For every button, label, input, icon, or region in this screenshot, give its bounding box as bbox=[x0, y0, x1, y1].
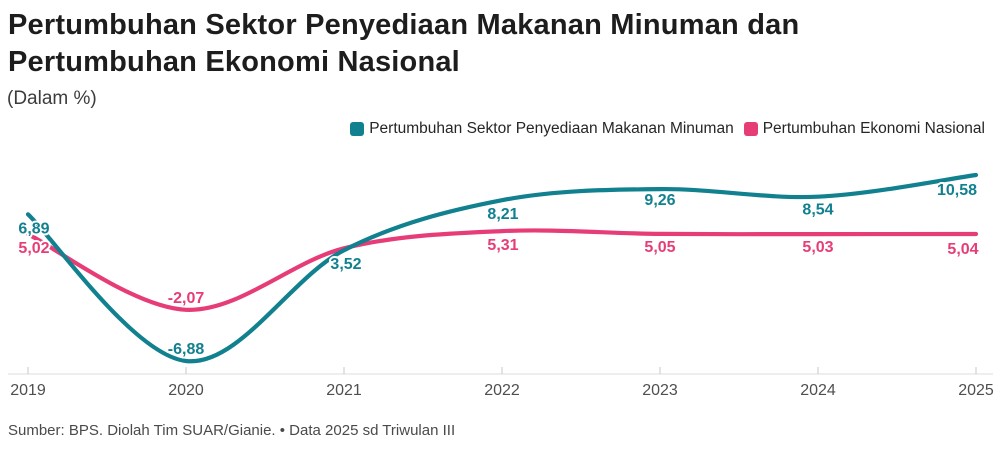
series-line-1 bbox=[25, 228, 979, 312]
legend-item-0: Pertumbuhan Sektor Penyediaan Makanan Mi… bbox=[350, 120, 734, 138]
data-label-0-2021: 3,52 bbox=[330, 256, 361, 273]
x-axis-tick-label: 2025 bbox=[958, 382, 994, 399]
legend-item-1: Pertumbuhan Ekonomi Nasional bbox=[743, 120, 985, 138]
page-subtitle: (Dalam %) bbox=[7, 88, 97, 110]
legend-swatch-icon bbox=[350, 122, 365, 137]
legend-label: Pertumbuhan Sektor Penyediaan Makanan Mi… bbox=[369, 120, 734, 138]
x-axis-tick-label: 2019 bbox=[10, 382, 46, 399]
x-axis-tick-label: 2022 bbox=[484, 382, 520, 399]
data-label-0-2023: 9,26 bbox=[644, 192, 675, 209]
data-label-1-2020: -2,07 bbox=[168, 290, 205, 307]
data-label-0-2024: 8,54 bbox=[802, 202, 833, 219]
data-label-1-2023: 5,05 bbox=[644, 239, 675, 256]
data-label-0-2022: 8,21 bbox=[487, 206, 518, 223]
data-label-1-2025: 5,04 bbox=[947, 241, 978, 258]
x-axis-tick-label: 2020 bbox=[168, 382, 204, 399]
x-axis-tick-label: 2023 bbox=[642, 382, 678, 399]
source-note: Sumber: BPS. Diolah Tim SUAR/Gianie. • D… bbox=[8, 422, 456, 440]
data-label-1-2022: 5,31 bbox=[487, 237, 518, 254]
page-title: Pertumbuhan Sektor Penyediaan Makanan Mi… bbox=[8, 9, 800, 78]
x-axis-tick-label: 2021 bbox=[326, 382, 362, 399]
legend: Pertumbuhan Sektor Penyediaan Makanan Mi… bbox=[0, 120, 1000, 138]
data-label-1-2024: 5,03 bbox=[802, 239, 833, 256]
data-label-0-2019: 6,89 bbox=[18, 220, 49, 237]
legend-label: Pertumbuhan Ekonomi Nasional bbox=[762, 120, 985, 138]
data-label-0-2020: -6,88 bbox=[168, 341, 205, 358]
series-line-0 bbox=[25, 172, 979, 364]
data-label-1-2019: 5,02 bbox=[18, 240, 49, 257]
data-label-0-2025: 10,58 bbox=[937, 182, 977, 199]
x-axis-tick-label: 2024 bbox=[800, 382, 836, 399]
legend-swatch-icon bbox=[743, 122, 758, 137]
line-chart: 2019 2020 2021 2022 2023 2024 2025 6,89 -6,88 3,5… bbox=[8, 172, 994, 399]
